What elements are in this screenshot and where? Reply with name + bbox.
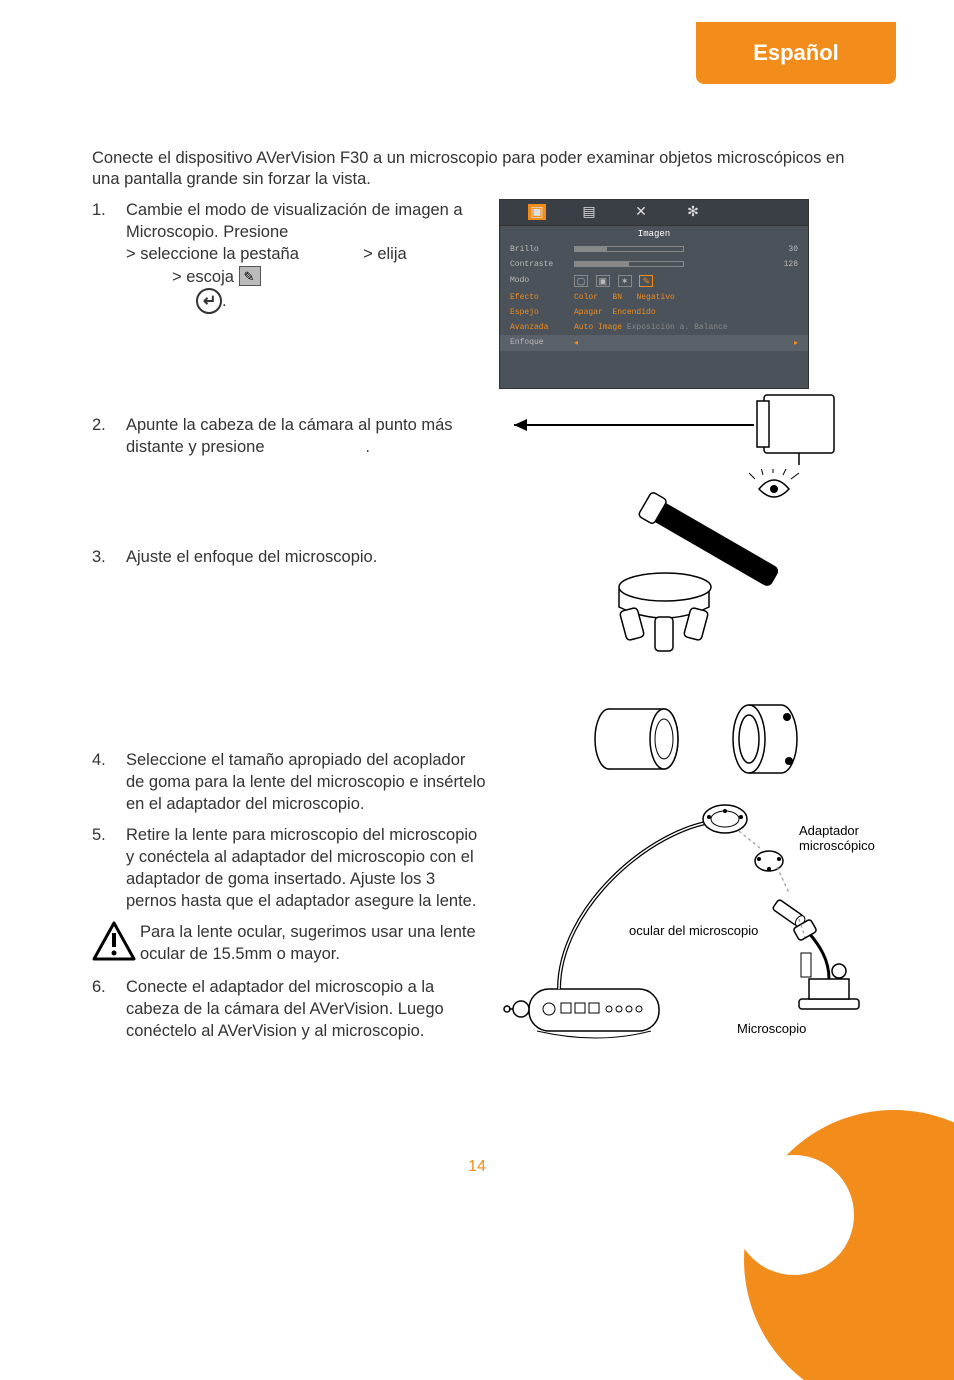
osd-row-espejo: Espejo Apagar Encendido <box>500 305 808 320</box>
step-1-period: . <box>222 292 227 310</box>
osd-opt: Apagar <box>574 308 603 317</box>
osd-label: Modo <box>510 276 574 285</box>
osd-opt: Auto Image <box>574 323 622 332</box>
step-5-text: Retire la lente para microscopio del mic… <box>126 824 487 913</box>
step-number: 3. <box>92 546 126 568</box>
osd-label: Enfoque <box>510 338 574 347</box>
warning-note: Para la lente ocular, sugerimos usar una… <box>92 921 487 966</box>
osd-tab-display: ▤ <box>580 204 598 220</box>
step-2: 2. Apunte la cabeza de la cámara al punt… <box>92 414 487 459</box>
osd-opt: Balance <box>694 323 728 332</box>
step-4-text: Seleccione el tamaño apropiado del acopl… <box>126 749 487 816</box>
osd-row-enfoque: Enfoque ◂ ▸ <box>500 335 808 351</box>
osd-tab-image: ▣ <box>528 204 546 220</box>
osd-label: Contraste <box>510 260 574 269</box>
microscope-mode-icon <box>239 266 261 286</box>
step-2-period: . <box>365 438 370 456</box>
manual-page: Español Conecte el dispositivo AVerVisio… <box>0 0 954 1270</box>
osd-row-efecto: Efecto Color BN Negativo <box>500 290 808 305</box>
osd-menu-figure: ▣ ▤ ✕ ✻ Imagen Brillo 30 Contraste 1 <box>499 199 809 389</box>
osd-opt: Color <box>574 293 598 302</box>
step-number: 6. <box>92 976 126 1043</box>
osd-tabs: ▣ ▤ ✕ ✻ <box>500 200 808 226</box>
osd-row-brillo: Brillo 30 <box>500 242 808 257</box>
osd-label: Espejo <box>510 308 574 317</box>
page-content: Conecte el dispositivo AVerVision F30 a … <box>92 148 862 1059</box>
intro-text: Conecte el dispositivo AVerVision F30 a … <box>92 148 862 191</box>
step-number: 2. <box>92 414 126 459</box>
step-1-line1: Cambie el modo de visualización de image… <box>126 201 463 241</box>
osd-label: Brillo <box>510 245 574 254</box>
step-number: 5. <box>92 824 126 913</box>
step-6: 6. Conecte el adaptador del microscopio … <box>92 976 487 1043</box>
osd-opt: BN <box>612 293 622 302</box>
step-1-escoja: > escoja <box>172 268 234 286</box>
warning-icon <box>92 921 136 966</box>
warning-text: Para la lente ocular, sugerimos usar una… <box>140 921 487 966</box>
step-1-line2b: > elija <box>363 245 407 263</box>
osd-value: 128 <box>784 260 798 269</box>
step-1-line2a: > seleccione la pestaña <box>126 245 299 263</box>
brand-corner-icon <box>734 1100 954 1380</box>
osd-row-contraste: Contraste 128 <box>500 257 808 272</box>
mode-icon: ✶ <box>618 275 632 287</box>
mode-icon: ▣ <box>596 275 610 287</box>
osd-title: Imagen <box>500 226 808 242</box>
step-5: 5. Retire la lente para microscopio del … <box>92 824 487 913</box>
language-tab: Español <box>696 22 896 84</box>
step-number: 4. <box>92 749 126 816</box>
step-1: 1. Cambie el modo de visualización de im… <box>92 199 487 314</box>
osd-value: 30 <box>788 245 798 254</box>
step-2-text: Apunte la cabeza de la cámara al punto m… <box>126 416 453 456</box>
language-tab-label: Español <box>753 40 839 66</box>
osd-opt: Exposición a. <box>627 323 689 332</box>
screen-figure <box>499 389 859 469</box>
mode-icon: ▢ <box>574 275 588 287</box>
full-system-figure: Adaptadormicroscópico ocular del microsc… <box>499 789 879 1059</box>
step-3: 3. Ajuste el enfoque del microscopio. <box>92 546 487 568</box>
osd-tab-tools: ✕ <box>632 204 650 220</box>
enter-icon <box>196 288 222 314</box>
osd-tab-settings: ✻ <box>684 204 702 220</box>
step-6-text: Conecte el adaptador del microscopio a l… <box>126 976 487 1043</box>
instructions-column: 1. Cambie el modo de visualización de im… <box>92 199 487 1059</box>
osd-row-avanzada: Avanzada Auto Image Exposición a. Balanc… <box>500 320 808 335</box>
step-3-text: Ajuste el enfoque del microscopio. <box>126 546 487 568</box>
microscope-lens-figure <box>499 469 859 689</box>
osd-opt: Encendido <box>612 308 655 317</box>
label-microscope: Microscopio <box>737 1021 806 1036</box>
label-adapter: Adaptadormicroscópico <box>799 823 875 853</box>
osd-opt: Negativo <box>636 293 674 302</box>
step-number: 1. <box>92 199 126 314</box>
step-4: 4. Seleccione el tamaño apropiado del ac… <box>92 749 487 816</box>
figures-column: ▣ ▤ ✕ ✻ Imagen Brillo 30 Contraste 1 <box>499 199 859 1059</box>
label-ocular: ocular del microscopio <box>629 923 758 938</box>
osd-label: Avanzada <box>510 323 574 332</box>
osd-label: Efecto <box>510 293 574 302</box>
osd-row-modo: Modo ▢ ▣ ✶ ✎ <box>500 272 808 290</box>
adapter-figure <box>499 689 859 789</box>
mode-icon-selected: ✎ <box>639 275 653 287</box>
